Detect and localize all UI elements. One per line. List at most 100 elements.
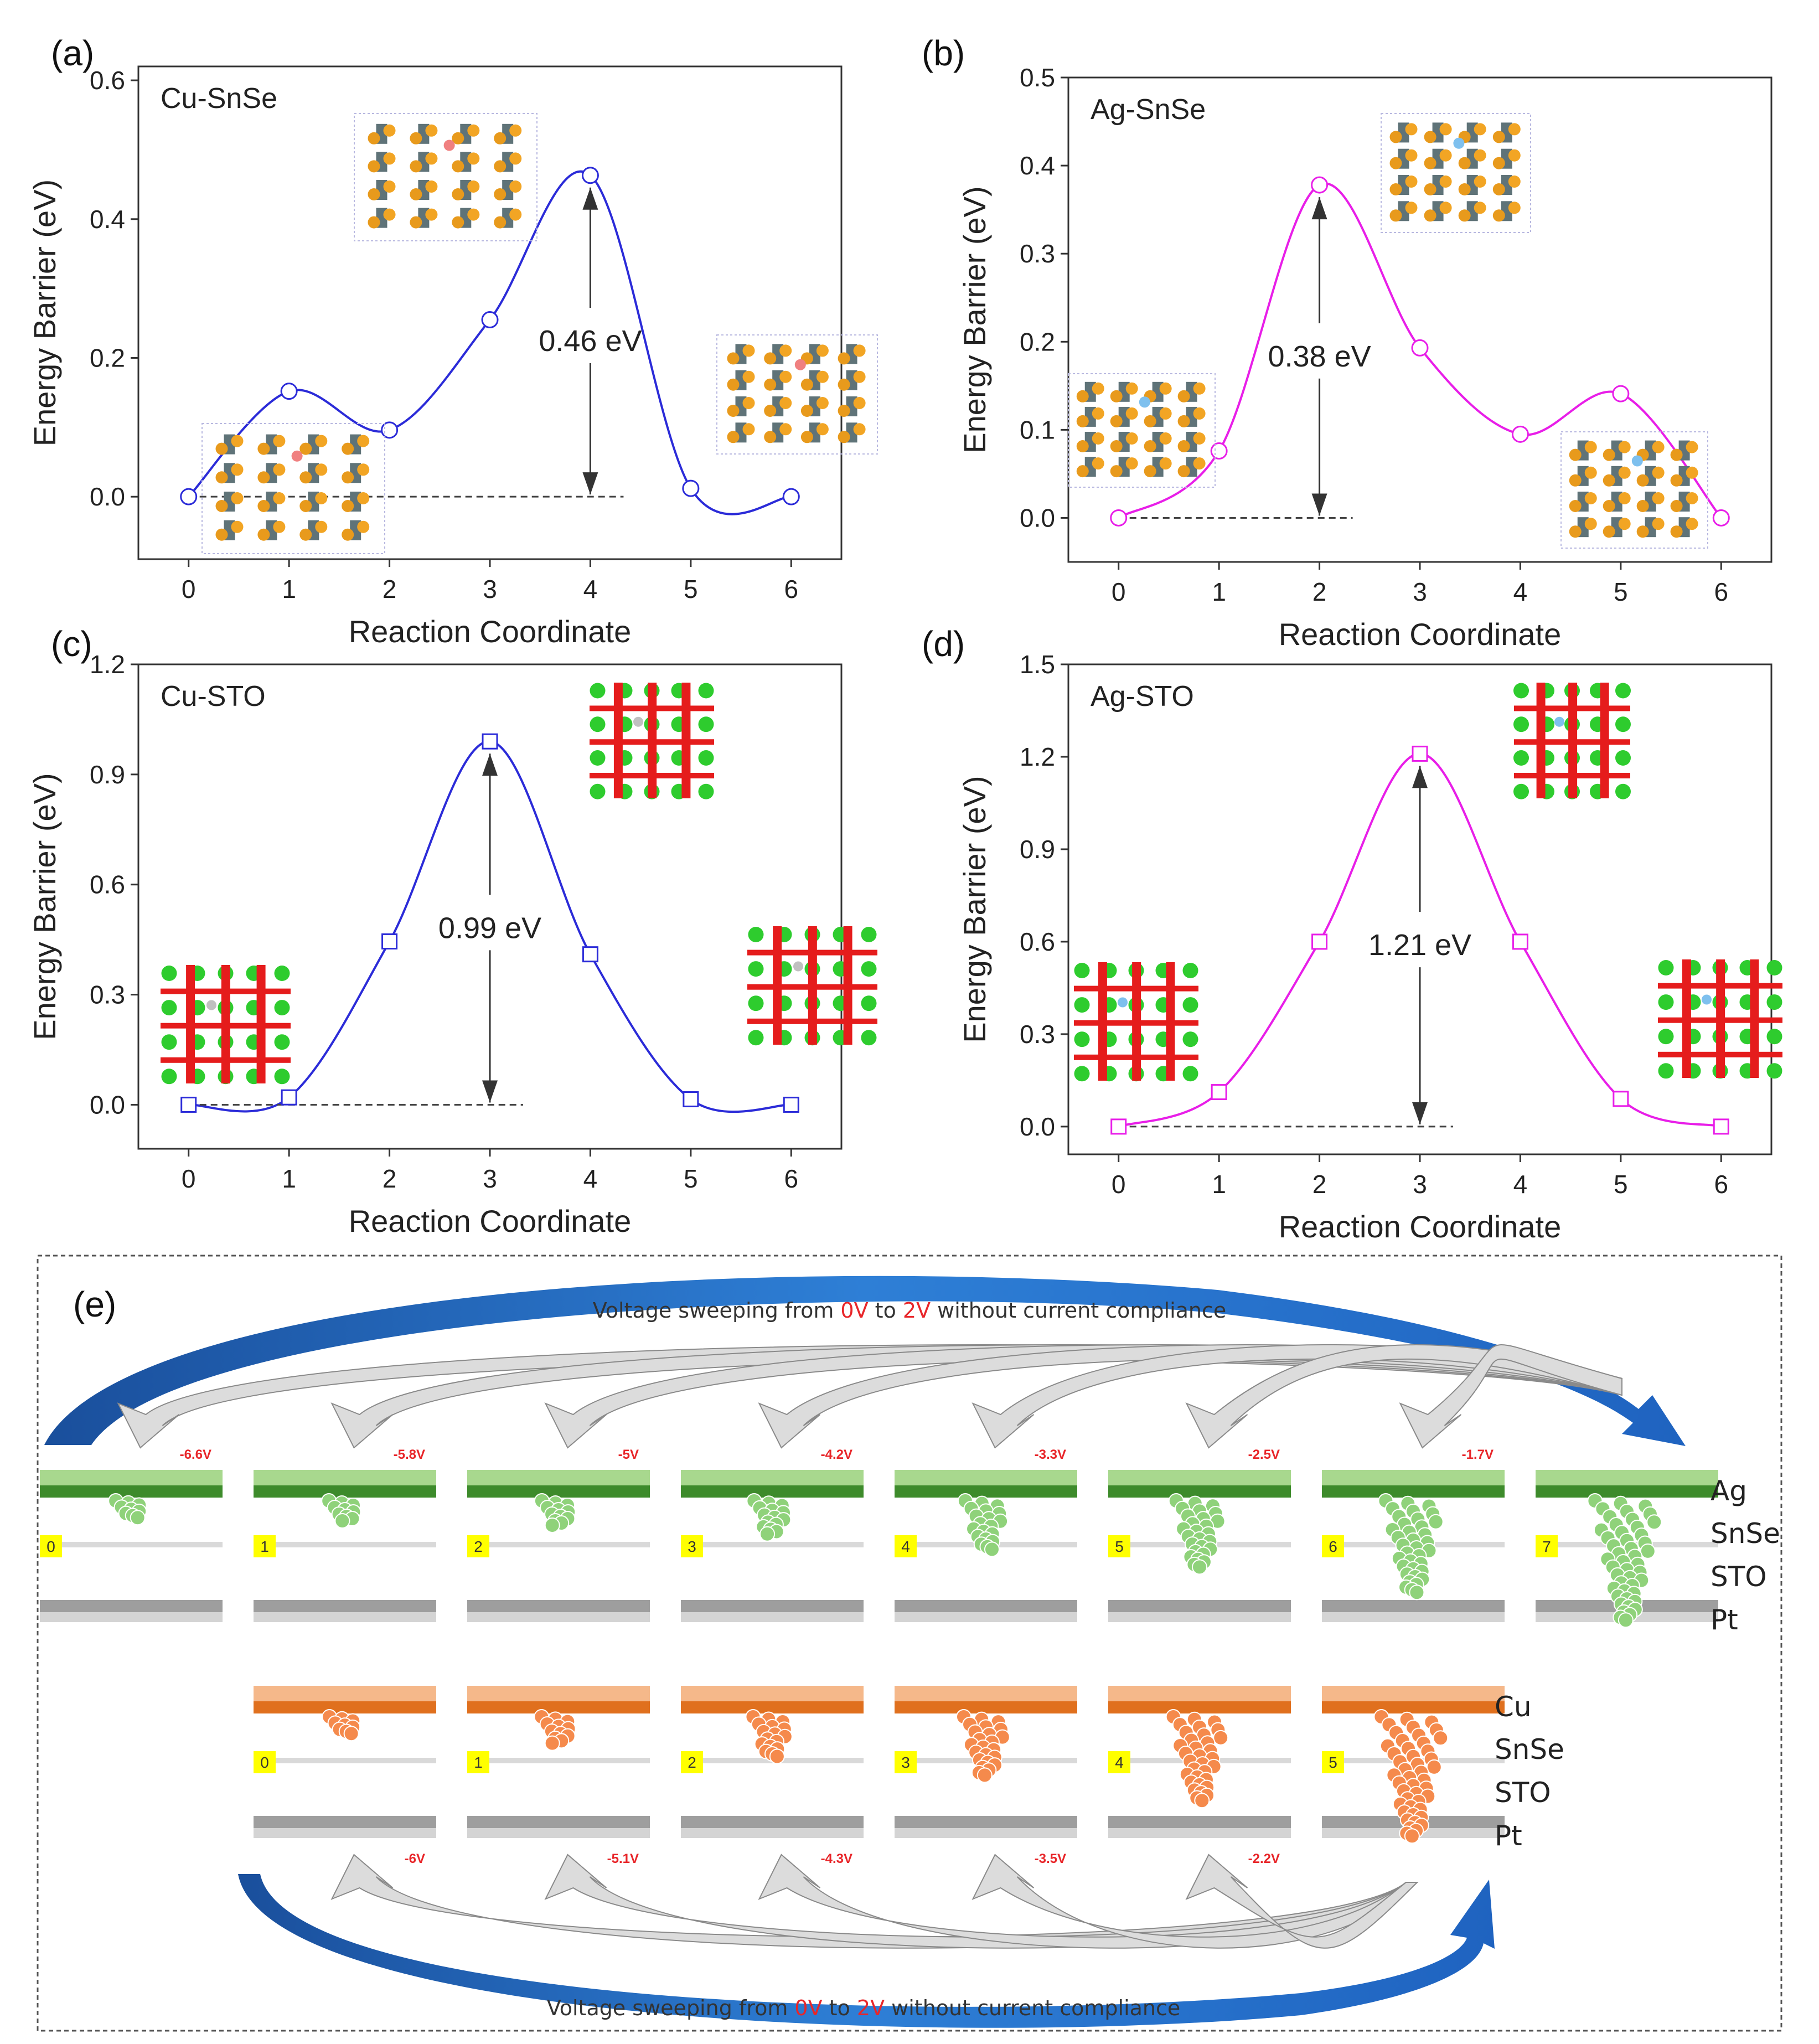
- ag_row-sweep-step-arrow: [1185, 1344, 1622, 1449]
- chart-b-ytick-label: 0.2: [1020, 327, 1055, 356]
- chart-d-point: [1412, 745, 1428, 762]
- chart-b-xtick-label: 2: [1312, 577, 1327, 606]
- ag_row-cell: 5: [1108, 1470, 1291, 1622]
- ag_row-electrode-top-light: [40, 1470, 223, 1485]
- inset-atom: [853, 370, 866, 383]
- inset-dopant-atom: [633, 716, 643, 727]
- chart-c-ytick-label: 0.6: [90, 870, 125, 899]
- inset-atom: [1193, 382, 1206, 395]
- cu_row-interface: [254, 1758, 436, 1763]
- chart-d-xtick-label: 1: [1212, 1170, 1226, 1199]
- chart-a-xtick-label: 2: [383, 575, 397, 603]
- inset-atom: [861, 927, 877, 942]
- ag_row-pt-electrode-light: [1108, 1612, 1291, 1622]
- cu_row-sweep-step-arrow: [1185, 1854, 1419, 1949]
- chart-d-inset-1: [1074, 962, 1198, 1082]
- inset-atom: [742, 344, 755, 357]
- inset-atom: [1458, 157, 1471, 169]
- cu_row-step-badge: [1108, 1751, 1130, 1773]
- inset-atom: [1603, 448, 1615, 461]
- inset-atom: [452, 160, 464, 173]
- inset-atom: [1193, 407, 1206, 420]
- ag_row-step-badge: [467, 1535, 489, 1557]
- cu_row-electrode-top-light: [467, 1686, 650, 1701]
- inset-dopant-atom: [793, 961, 803, 972]
- inset-atom: [1405, 176, 1418, 188]
- inset-atom: [1670, 525, 1683, 538]
- ag_row-step-badge: [895, 1535, 917, 1557]
- chart-b-xtick-label: 0: [1112, 577, 1126, 606]
- chart-c-point: [482, 733, 498, 750]
- inset-atom: [1636, 500, 1649, 512]
- cu_row-pt-electrode: [254, 1816, 436, 1828]
- inset-atom: [1569, 448, 1582, 461]
- inset-atom: [764, 431, 777, 443]
- inset-atom: [299, 442, 312, 455]
- inset-atom: [1074, 1066, 1090, 1082]
- ag_row-pt-electrode-light: [1322, 1612, 1505, 1622]
- inset-atom: [698, 683, 714, 699]
- chart-b-xtick-label: 1: [1212, 577, 1226, 606]
- inset-atom: [1618, 492, 1631, 504]
- inset-atom: [410, 132, 422, 144]
- inset-atom: [590, 750, 606, 766]
- inset-atom: [509, 180, 522, 193]
- chart-d: (d) 0 1 2 3 4 5 6 0.0 0.3 0.6 0.9 1.2 1.5 Reaction Co…: [922, 624, 1782, 1244]
- inset-atom: [1074, 1020, 1198, 1026]
- cu_row-step-number: 1: [474, 1754, 483, 1771]
- cu_row-step-badge: [1322, 1751, 1344, 1773]
- cu_row-cell: 4: [1108, 1686, 1291, 1838]
- inset-atom: [1474, 123, 1486, 136]
- inset-atom: [1424, 131, 1436, 143]
- ag_row-cell: 7: [1536, 1470, 1718, 1628]
- inset-atom: [590, 773, 714, 778]
- inset-atom: [161, 1057, 291, 1063]
- inset-atom: [1458, 183, 1471, 195]
- inset-atom: [1514, 739, 1630, 745]
- chart-c-xtick-label: 4: [583, 1164, 598, 1193]
- inset-atom: [342, 528, 354, 541]
- chart-d-point: [1110, 1118, 1127, 1135]
- inset-dopant-atom: [291, 450, 303, 462]
- cu_row-cell: 2: [681, 1686, 864, 1838]
- inset-dopant-atom: [1554, 716, 1564, 727]
- inset-atom: [816, 370, 829, 383]
- inset-atom: [509, 124, 522, 137]
- chart-d-point: [1713, 1118, 1729, 1135]
- inset-atom: [1177, 440, 1190, 452]
- ag_row-layer-label: Pt: [1711, 1604, 1738, 1636]
- ag_row-interface: [254, 1542, 436, 1547]
- inset-atom: [1159, 432, 1172, 445]
- inset-atom: [1636, 525, 1649, 538]
- chart-b-ytick-label: 0.3: [1020, 239, 1055, 268]
- cu_row-pt-electrode-light: [254, 1828, 436, 1838]
- inset-atom: [590, 705, 714, 711]
- ag_row-step-number: 6: [1329, 1538, 1337, 1555]
- inset-atom: [1389, 131, 1402, 143]
- inset-atom: [1686, 492, 1698, 504]
- cu-sweep-text: Voltage sweeping from 0V to 2V without c…: [547, 1996, 1181, 2020]
- inset-atom: [1439, 202, 1452, 214]
- ag_row-pt-electrode: [40, 1600, 223, 1612]
- inset-atom: [853, 344, 866, 357]
- cu_row-layer-label: STO: [1495, 1777, 1551, 1809]
- inset-atom: [357, 492, 370, 504]
- inset-atom: [274, 1034, 290, 1050]
- inset-atom: [727, 405, 740, 417]
- chart-d-barrier-arrowhead-down: [1412, 1102, 1428, 1124]
- inset-atom: [698, 783, 714, 799]
- cu_row-electrode: [1322, 1701, 1505, 1713]
- inset-atom: [1603, 474, 1615, 487]
- chart-a-title: Cu-SnSe: [161, 82, 277, 115]
- inset-atom: [838, 352, 850, 365]
- inset-atom: [1766, 1029, 1782, 1045]
- inset-atom: [1405, 202, 1418, 214]
- inset-atom: [215, 442, 228, 455]
- inset-atom: [727, 431, 740, 443]
- chart-d-ylabel: Energy Barrier (eV): [957, 776, 992, 1042]
- chart-b-barrier-arrowhead-up: [1311, 197, 1327, 220]
- inset-atom: [779, 370, 792, 383]
- inset-atom: [1182, 1066, 1198, 1082]
- inset-atom: [257, 528, 270, 541]
